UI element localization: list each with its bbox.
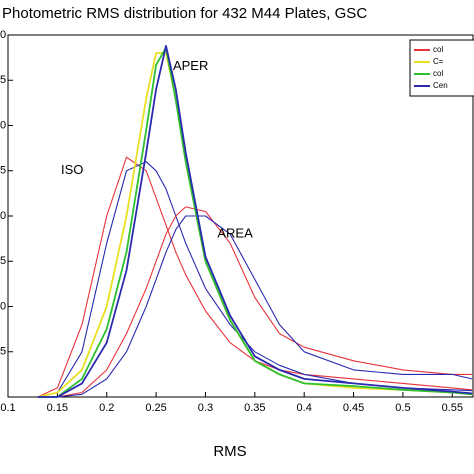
legend-label: col [433, 45, 443, 54]
chart-title: Photometric RMS distribution for 432 M44… [2, 5, 367, 22]
series-line [37, 52, 473, 398]
legend-label: col [433, 69, 443, 78]
x-tick-label: 0.55 [442, 402, 463, 414]
x-tick-label: 0.25 [145, 402, 166, 414]
x-tick-label: 0.45 [343, 402, 364, 414]
y-tick-label: 0 [0, 300, 6, 312]
y-tick-label: 0 [0, 210, 6, 222]
x-tick-label: 0.2 [99, 402, 114, 414]
y-tick-label: 0 [0, 119, 6, 131]
plot-frame [7, 34, 474, 398]
x-axis-label: RMS [213, 443, 246, 460]
x-tick-label: 0.1 [0, 402, 15, 414]
annotation: APER [173, 58, 208, 73]
x-tick-label: 0.5 [395, 402, 410, 414]
legend-label: Cen [433, 81, 448, 90]
y-tick-label: 0 [0, 29, 6, 41]
series-line [37, 46, 473, 398]
annotation: AREA [217, 226, 253, 241]
series-line [37, 156, 473, 398]
y-tick-label: 5 [0, 165, 6, 177]
legend-label: C= [433, 57, 444, 66]
annotation: ISO [61, 162, 83, 177]
x-tick-label: 0.35 [244, 402, 265, 414]
x-tick-label: 0.15 [47, 402, 68, 414]
series-line [37, 45, 473, 398]
y-tick-label: 5 [0, 346, 6, 358]
x-tick-label: 0.4 [297, 402, 312, 414]
y-tick-label: 5 [0, 74, 6, 86]
series-line [37, 206, 472, 398]
x-tick-label: 0.3 [198, 402, 213, 414]
y-tick-label: 5 [0, 255, 6, 267]
series-line [37, 215, 473, 398]
